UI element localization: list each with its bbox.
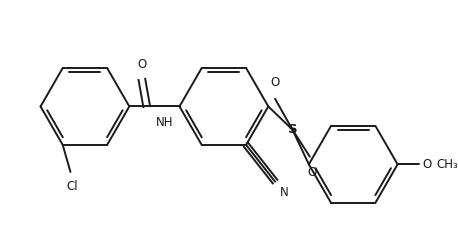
- Text: CH₃: CH₃: [436, 158, 458, 171]
- Text: O: O: [270, 76, 280, 89]
- Text: NH: NH: [156, 116, 174, 129]
- Text: N: N: [280, 186, 289, 199]
- Text: O: O: [423, 158, 432, 171]
- Text: O: O: [307, 166, 316, 179]
- Text: Cl: Cl: [66, 180, 78, 193]
- Text: S: S: [288, 123, 297, 136]
- Text: O: O: [137, 58, 147, 71]
